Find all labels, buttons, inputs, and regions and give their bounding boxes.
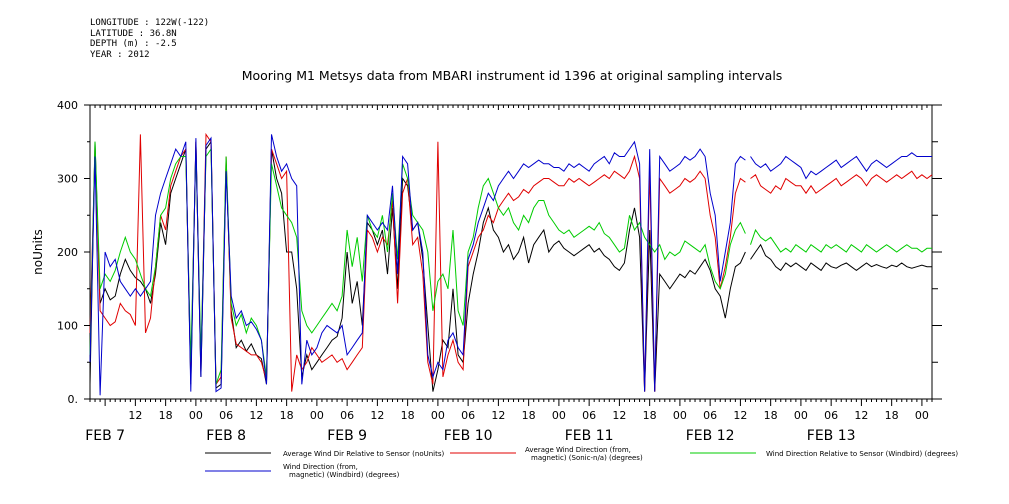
year-line: YEAR : 2012 (90, 49, 150, 60)
x-hour-label: 18 (522, 409, 536, 422)
x-hour-label: 06 (461, 409, 475, 422)
x-day-label: FEB 12 (686, 428, 735, 444)
x-day-label: FEB 8 (206, 428, 246, 444)
legend: Average Wind Dir Relative to Sensor (noU… (205, 446, 958, 479)
x-day-label: FEB 10 (444, 428, 493, 444)
x-day-label: FEB 13 (807, 428, 856, 444)
y-tick-label: 0. (68, 393, 79, 406)
x-day-label: FEB 9 (327, 428, 367, 444)
axis-ticks: 0. 100 200 300 400 12 18 00 06 12 18 00 06 12 18 00 06 12… (57, 99, 942, 444)
y-tick-label: 100 (57, 320, 78, 333)
legend-label-3: Wind Direction (from, magnetic) (Windbird… (283, 463, 400, 479)
x-hour-label: 18 (280, 409, 294, 422)
x-hour-label: 12 (370, 409, 384, 422)
series-layer (89, 132, 933, 396)
x-hour-label: 18 (885, 409, 899, 422)
series-line-1 (89, 132, 933, 392)
legend-label-0: Average Wind Dir Relative to Sensor (noU… (283, 450, 444, 458)
x-hour-label: 06 (582, 409, 596, 422)
x-hour-label: 00 (915, 409, 929, 422)
legend-label-line: magnetic) (Sonic-n/a) (degrees) (531, 454, 643, 462)
legend-label-1: Average Wind Direction (from, magnetic) (… (525, 446, 643, 462)
series-line-0 (89, 140, 932, 392)
x-hour-label: 00 (673, 409, 687, 422)
legend-label-line: Average Wind Direction (from, (525, 446, 631, 454)
x-hour-label: 12 (249, 409, 263, 422)
y-tick-label: 200 (57, 246, 78, 259)
series-line-3 (89, 134, 932, 396)
legend-label-line: Wind Direction (from, (283, 463, 358, 471)
x-day-label: FEB 11 (565, 428, 614, 444)
depth-line: DEPTH (m) : -2.5 (90, 39, 177, 49)
x-hour-label: 12 (491, 409, 505, 422)
x-hour-label: 00 (794, 409, 808, 422)
x-hour-label: 00 (431, 409, 445, 422)
x-hour-label: 06 (824, 409, 838, 422)
y-tick-label: 300 (57, 173, 78, 186)
x-hour-label: 06 (703, 409, 717, 422)
longitude-line: LONGITUDE : 122W(-122) (90, 18, 210, 28)
y-axis-label: noUnits (31, 229, 45, 275)
x-hour-label: 18 (401, 409, 415, 422)
x-hour-label: 06 (340, 409, 354, 422)
x-hour-label: 18 (159, 409, 173, 422)
x-hour-label: 00 (310, 409, 324, 422)
x-hour-label: 12 (128, 409, 142, 422)
x-hour-label: 18 (643, 409, 657, 422)
legend-label-line: magnetic) (Windbird) (degrees) (289, 471, 400, 479)
x-hour-label: 12 (733, 409, 747, 422)
legend-label-2: Wind Direction Relative to Sensor (Windb… (766, 450, 958, 458)
y-tick-label: 400 (57, 99, 78, 112)
x-hour-label: 12 (612, 409, 626, 422)
x-hour-label: 00 (189, 409, 203, 422)
metadata-block: LONGITUDE : 122W(-122) LATITUDE : 36.8N … (90, 18, 209, 60)
x-hour-label: 12 (854, 409, 868, 422)
chart-title: Mooring M1 Metsys data from MBARI instru… (242, 68, 783, 83)
x-hour-label: 00 (552, 409, 566, 422)
x-hour-label: 06 (219, 409, 233, 422)
latitude-line: LATITUDE : 36.8N (90, 28, 177, 39)
x-hour-label: 18 (764, 409, 778, 422)
x-day-label: FEB 7 (85, 428, 125, 444)
